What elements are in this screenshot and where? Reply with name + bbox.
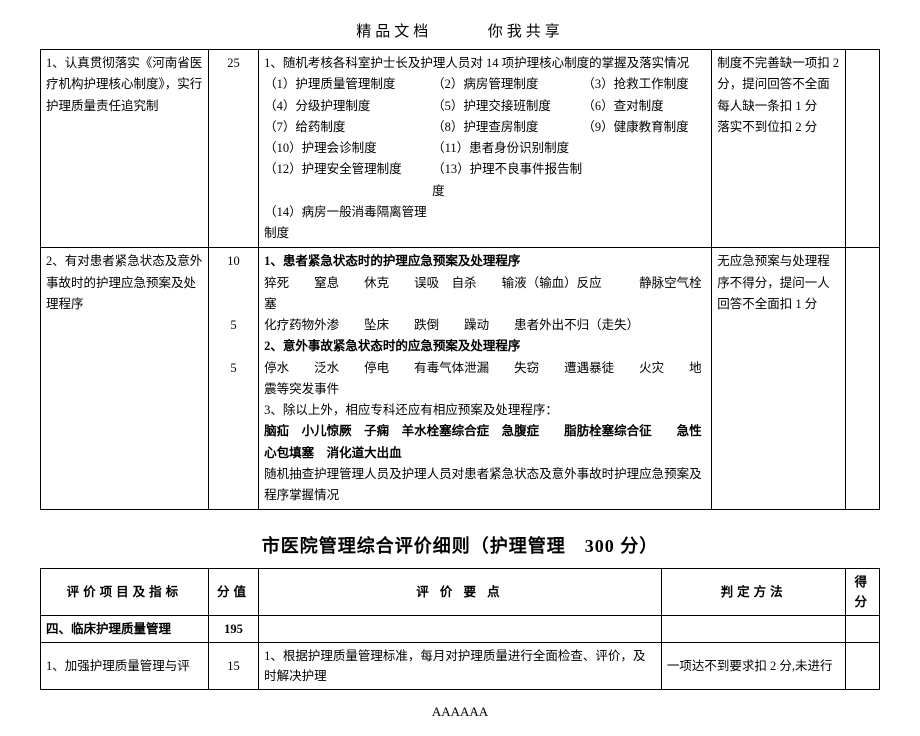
row1-item: 1、认真贯彻落实《河南省医疗机构护理核心制度》，实行护理质量责任追究制 [41, 50, 209, 248]
regulation-item: （1）护理质量管理制度 [264, 74, 432, 95]
sub-row-detail: 1、根据护理质量管理标准，每月对护理质量进行全面检查、评价，及时解决护理 [259, 643, 662, 690]
regulation-item: （9）健康教育制度 [582, 117, 706, 138]
row2-final [846, 248, 880, 510]
row2-detail: 1、患者紧急状态时的护理应急预案及处理程序猝死 窒息 休克 误吸 自杀 输液（输… [259, 248, 712, 510]
regulation-item: （5）护理交接班制度 [432, 96, 582, 117]
sub-row-score: 15 [208, 643, 258, 690]
sub-th-detail: 评 价 要 点 [259, 569, 662, 616]
header-left: 精品文档 [356, 24, 432, 40]
sub-th-final: 得分 [846, 569, 880, 616]
regulation-item: （10）护理会诊制度 [264, 138, 432, 159]
regulation-item: （12）护理安全管理制度 [264, 159, 432, 202]
sub-row-item: 1、加强护理质量管理与评 [41, 643, 209, 690]
sub-table: 评价项目及指标 分值 评 价 要 点 判定方法 得分 四、临床护理质量管理 19… [40, 568, 880, 690]
row2-score: 10 5 5 [208, 248, 258, 510]
regulation-item: （3）抢救工作制度 [582, 74, 706, 95]
sub-section-method [661, 616, 846, 643]
sub-section-final [846, 616, 880, 643]
regulation-item [582, 138, 706, 159]
regulation-item [432, 202, 582, 245]
row2-method: 无应急预案与处理程序不得分，提问一人回答不全面扣 1 分 [712, 248, 846, 510]
regulation-item: （4）分级护理制度 [264, 96, 432, 117]
page-header: 精品文档 你我共享 [40, 20, 880, 41]
sub-th-item: 评价项目及指标 [41, 569, 209, 616]
row2-item: 2、有对患者紧急状态及意外事故时的护理应急预案及处理程序 [41, 248, 209, 510]
regulation-item [582, 159, 706, 202]
regulation-item: （14）病房一般消毒隔离管理制度 [264, 202, 432, 245]
sub-row-method: 一项达不到要求扣 2 分,未进行 [661, 643, 846, 690]
regulation-item: （11）患者身份识别制度 [432, 138, 582, 159]
regulation-item [582, 202, 706, 245]
section-heading: 市医院管理综合评价细则（护理管理 300 分） [40, 532, 880, 558]
regulation-item: （13）护理不良事件报告制度 [432, 159, 582, 202]
sub-section-score: 195 [208, 616, 258, 643]
regulation-item: （8）护理查房制度 [432, 117, 582, 138]
sub-section-item: 四、临床护理质量管理 [41, 616, 209, 643]
header-right: 你我共享 [488, 24, 564, 40]
page-footer: AAAAAA [40, 704, 880, 720]
main-table: 1、认真贯彻落实《河南省医疗机构护理核心制度》，实行护理质量责任追究制 25 1… [40, 49, 880, 510]
sub-th-score: 分值 [208, 569, 258, 616]
regulation-item: （6）查对制度 [582, 96, 706, 117]
regulation-item: （7）给药制度 [264, 117, 432, 138]
row1-method: 制度不完善缺一项扣 2 分，提问回答不全面每人缺一条扣 1 分落实不到位扣 2 … [712, 50, 846, 248]
sub-row-final [846, 643, 880, 690]
row1-detail: 1、随机考核各科室护士长及护理人员对 14 项护理核心制度的掌握及落实情况 （1… [259, 50, 712, 248]
row1-intro: 1、随机考核各科室护士长及护理人员对 14 项护理核心制度的掌握及落实情况 [264, 53, 706, 74]
regulation-item: （2）病房管理制度 [432, 74, 582, 95]
sub-th-method: 判定方法 [661, 569, 846, 616]
sub-section-detail [259, 616, 662, 643]
row1-final [846, 50, 880, 248]
row1-score: 25 [208, 50, 258, 248]
